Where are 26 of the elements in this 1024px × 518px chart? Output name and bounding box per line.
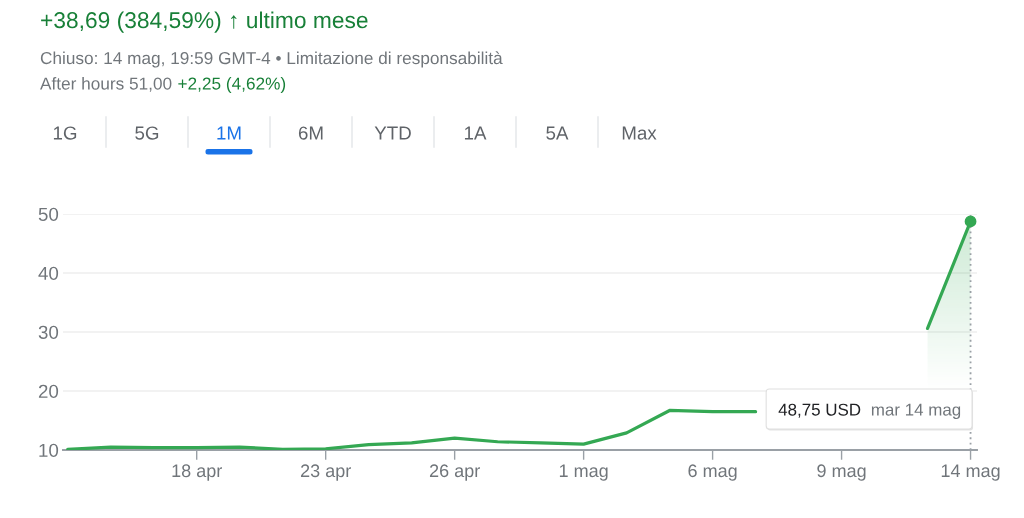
x-tick-label: 26 apr <box>429 464 480 481</box>
x-tick-label: 6 mag <box>688 464 737 481</box>
chart-subtitle: Chiuso: 14 mag, 19:59 GMT-4 • Limitazione di responsabilità <box>40 51 503 68</box>
x-tick-label: 1 mag <box>559 464 608 481</box>
chart-title: +38,69 (384,59%) ↑ ultimo mese <box>41 11 368 33</box>
text: 1A <box>464 126 487 140</box>
y-tick-label: 30 <box>38 325 59 339</box>
x-tick-label: 18 apr <box>172 464 222 481</box>
x-tick-label: 14 mag <box>941 464 1000 481</box>
text: 5G <box>135 126 159 140</box>
text: 1G <box>53 126 77 140</box>
annotation: mar 14 mag <box>871 403 961 420</box>
text: +2,25 (4,62%) <box>178 77 286 94</box>
text: YTD <box>374 126 411 140</box>
text: After hours 51,00 <box>40 77 172 92</box>
x-tick-label: 9 mag <box>817 464 866 481</box>
text: 5A <box>546 126 569 140</box>
annotation: 48,75 USD <box>778 403 861 418</box>
y-tick-label: 10 <box>39 443 59 457</box>
y-tick-label: 40 <box>38 266 59 280</box>
y-tick-label: 20 <box>38 384 59 398</box>
text: Max <box>622 126 657 140</box>
text: 1M <box>217 126 241 140</box>
text: 6M <box>298 126 323 140</box>
x-tick-label: 23 apr <box>300 464 351 481</box>
y-tick-label: 50 <box>38 207 59 221</box>
